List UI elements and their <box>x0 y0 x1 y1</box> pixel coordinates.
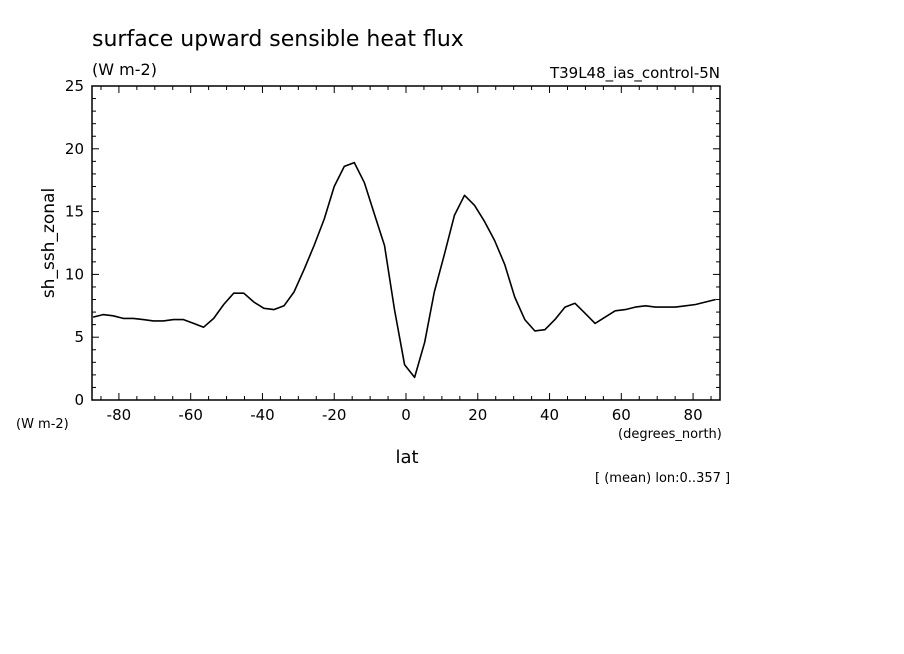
x-tick-label: 80 <box>684 406 703 424</box>
y-tick-label: 5 <box>74 328 84 346</box>
x-tick-label: -80 <box>107 406 132 424</box>
y-tick-label: 15 <box>65 203 84 221</box>
x-tick-label: 20 <box>468 406 487 424</box>
x-tick-label: 60 <box>612 406 631 424</box>
y-axis-units: (W m-2) <box>16 417 69 432</box>
y-axis-label: sh_ssh_zonal <box>39 188 59 298</box>
chart-units: (W m-2) <box>92 60 157 79</box>
x-axis-units: (degrees_north) <box>618 427 722 442</box>
x-tick-label: -40 <box>250 406 275 424</box>
y-tick-label: 25 <box>65 77 84 95</box>
x-tick-label: 0 <box>401 406 411 424</box>
y-tick-label: 20 <box>65 140 84 158</box>
x-tick-label: -60 <box>178 406 203 424</box>
run-label: T39L48_ias_control-5N <box>549 64 720 83</box>
x-axis-label: lat <box>395 447 418 468</box>
axis-ticks <box>92 85 720 401</box>
y-tick-label: 0 <box>74 391 84 409</box>
y-tick-labels: 0 5 10 15 20 25 <box>65 77 84 409</box>
x-tick-labels: -80 -60 -40 -20 0 20 40 60 80 <box>107 406 703 424</box>
x-tick-label: -20 <box>322 406 347 424</box>
footnote: [ (mean) lon:0..357 ] <box>595 471 730 486</box>
series-line <box>92 161 716 379</box>
y-tick-label: 10 <box>65 265 84 283</box>
x-tick-label: 40 <box>540 406 559 424</box>
plot-frame <box>91 85 721 401</box>
chart-title: surface upward sensible heat flux <box>92 27 464 52</box>
